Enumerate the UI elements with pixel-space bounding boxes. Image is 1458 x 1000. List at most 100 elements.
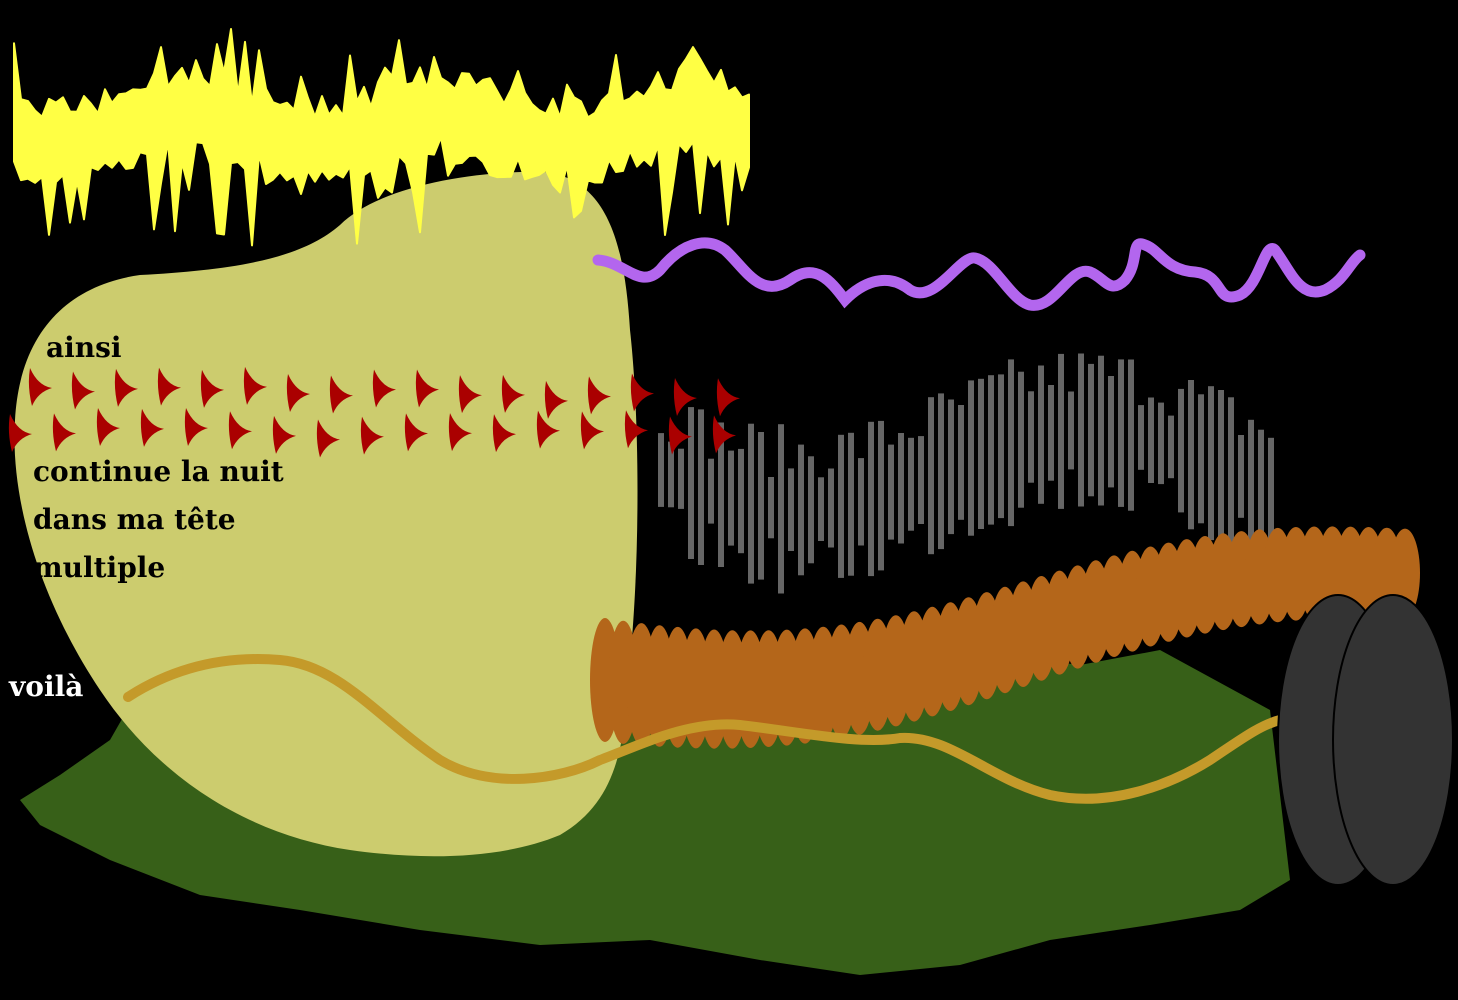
grey-bar	[1008, 359, 1014, 527]
grey-bar	[1208, 386, 1214, 541]
red-mark	[712, 415, 736, 454]
grey-bar	[1108, 376, 1114, 488]
poem-line-voila: voilà	[8, 670, 83, 703]
grey-bar	[1018, 371, 1024, 508]
grey-bar	[1238, 435, 1244, 518]
grey-bar	[898, 433, 904, 544]
grey-bar	[918, 436, 924, 524]
poem-line-dans: dans ma tête	[33, 503, 236, 536]
red-mark	[184, 407, 208, 446]
grey-bar	[1258, 429, 1264, 541]
grey-bar	[1268, 437, 1274, 541]
red-mark	[492, 414, 516, 453]
red-mark	[536, 410, 560, 449]
red-mark	[458, 375, 482, 414]
grey-bar	[778, 424, 784, 594]
grey-bar	[1158, 402, 1164, 485]
red-mark	[71, 371, 95, 410]
brown-coil	[590, 526, 1420, 749]
grey-bar	[688, 407, 694, 559]
ochre-wave	[123, 654, 1285, 804]
red-mark	[501, 374, 525, 413]
red-mark	[228, 411, 252, 450]
poem-line-ainsi: ainsi	[46, 331, 122, 364]
grey-bar	[1248, 419, 1254, 542]
grey-bar	[1218, 390, 1224, 546]
grey-bar	[1058, 353, 1064, 509]
grey-bar	[938, 393, 944, 550]
poem-line-multiple: multiple	[33, 551, 165, 584]
red-mark	[157, 367, 181, 406]
grey-bar-field	[658, 353, 1274, 594]
grey-bar	[658, 433, 664, 507]
grey-bar	[748, 423, 754, 584]
grey-bar	[948, 399, 954, 535]
grey-bar	[728, 450, 734, 546]
grey-bar	[1088, 363, 1094, 497]
red-mark	[28, 367, 52, 406]
grey-bar	[958, 405, 964, 520]
dark-disc-front	[1332, 594, 1454, 886]
red-mark	[8, 413, 32, 452]
poem-line-continue: continue la nuit	[33, 455, 284, 488]
grey-bar	[1078, 353, 1084, 507]
grey-bar	[968, 380, 974, 536]
grey-bar	[1198, 394, 1204, 524]
grey-bar	[868, 421, 874, 577]
grey-bar	[998, 374, 1004, 519]
grey-bar	[738, 448, 744, 554]
grey-bar	[808, 456, 814, 564]
red-mark	[140, 408, 164, 447]
grey-bar	[798, 444, 804, 576]
grey-bar	[1048, 385, 1054, 481]
red-mark	[200, 369, 224, 408]
grey-bar	[758, 432, 764, 580]
red-mark	[360, 416, 384, 455]
grey-bar	[678, 448, 684, 509]
red-mark	[372, 369, 396, 408]
grey-bar	[858, 458, 864, 546]
purple-wave	[592, 237, 1366, 311]
red-mark	[624, 410, 648, 449]
grey-bar	[1068, 391, 1074, 470]
pale-yellow-blob	[14, 171, 638, 857]
grey-bar	[848, 432, 854, 576]
grey-bar	[818, 477, 824, 541]
grey-bar	[1118, 359, 1124, 507]
red-mark-field	[8, 366, 740, 458]
red-mark	[580, 411, 604, 450]
red-mark	[286, 373, 310, 412]
grey-bar	[1228, 397, 1234, 547]
grey-bar	[1188, 380, 1194, 530]
grey-bar	[768, 477, 774, 539]
red-mark	[716, 378, 740, 417]
red-mark	[404, 413, 428, 452]
red-mark	[673, 378, 697, 417]
grey-bar	[1098, 355, 1104, 506]
grey-bar	[1038, 365, 1044, 504]
red-mark	[272, 415, 296, 454]
red-mark	[415, 369, 439, 408]
grey-bar	[988, 375, 994, 525]
grey-bar	[1028, 391, 1034, 483]
grey-bar	[908, 437, 914, 531]
grey-bar	[1178, 388, 1184, 513]
red-mark	[96, 407, 120, 446]
grey-bar	[718, 422, 724, 567]
grey-bar	[708, 458, 714, 524]
red-mark	[630, 373, 654, 412]
red-mark	[448, 413, 472, 452]
red-mark	[316, 419, 340, 458]
grey-bar	[1128, 359, 1134, 511]
grey-bar	[978, 378, 984, 529]
grey-bar	[668, 441, 674, 508]
grey-bar	[698, 409, 704, 565]
grey-bar	[888, 444, 894, 540]
grey-bar	[828, 468, 834, 548]
grey-bar	[788, 468, 794, 551]
grey-bar	[928, 397, 934, 555]
red-mark	[243, 366, 267, 405]
grey-bar	[878, 420, 884, 571]
red-mark	[668, 416, 692, 455]
